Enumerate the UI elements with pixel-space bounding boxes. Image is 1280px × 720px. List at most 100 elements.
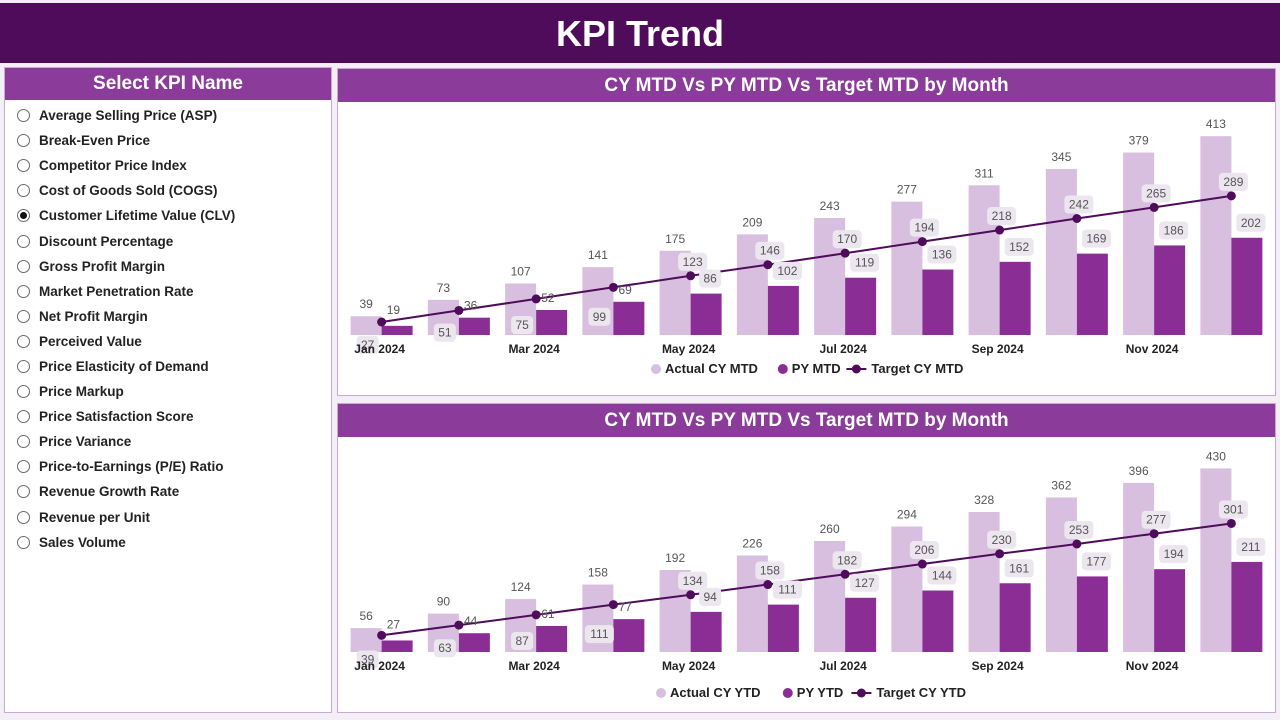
target-data-label: 206: [914, 543, 934, 557]
kpi-option[interactable]: Cost of Goods Sold (COGS): [17, 178, 331, 203]
target-data-label-bg: [1064, 520, 1094, 539]
target-point: [995, 225, 1005, 235]
radio-button[interactable]: [17, 510, 30, 524]
radio-button[interactable]: [17, 535, 30, 549]
radio-button[interactable]: [17, 284, 30, 298]
target-data-label-bg: [755, 241, 785, 260]
target-point: [763, 580, 773, 590]
py-data-label-bg: [699, 269, 722, 288]
radio-button[interactable]: [17, 259, 30, 273]
kpi-option[interactable]: Competitor Price Index: [17, 153, 331, 178]
target-point: [840, 248, 850, 258]
py-data-label: 27: [387, 617, 401, 631]
kpi-option-label: Sales Volume: [39, 534, 126, 550]
bar-py: [845, 597, 877, 652]
py-data-label: 69: [618, 283, 632, 297]
radio-button[interactable]: [17, 359, 30, 373]
radio-button[interactable]: [17, 410, 30, 424]
kpi-option-label: Price-to-Earnings (P/E) Ratio: [39, 459, 224, 475]
radio-button[interactable]: [17, 134, 30, 148]
kpi-option[interactable]: Net Profit Margin: [17, 304, 331, 329]
radio-button[interactable]: [17, 159, 30, 173]
kpi-option-label: Gross Profit Margin: [39, 258, 166, 274]
target-data-label: 253: [1069, 523, 1089, 537]
kpi-option[interactable]: Sales Volume: [17, 530, 331, 555]
radio-button[interactable]: [17, 435, 30, 449]
target-point: [454, 305, 464, 315]
kpi-option[interactable]: Revenue per Unit: [17, 505, 331, 530]
bar-py: [767, 604, 799, 652]
kpi-option[interactable]: Price Variance: [17, 429, 331, 454]
bar-actual: [1123, 152, 1155, 335]
radio-button[interactable]: [17, 334, 30, 348]
py-data-label: 202: [1241, 216, 1261, 230]
kpi-option-label: Customer Lifetime Value (CLV): [39, 208, 236, 224]
mtd-chart-panel: CY MTD Vs PY MTD Vs Target MTD by Month …: [337, 68, 1276, 396]
ytd-chart-title: CY MTD Vs PY MTD Vs Target MTD by Month: [338, 404, 1275, 437]
bar-py: [1154, 569, 1186, 652]
kpi-option[interactable]: Price Satisfaction Score: [17, 404, 331, 429]
kpi-option[interactable]: Customer Lifetime Value (CLV): [17, 203, 331, 228]
kpi-option[interactable]: Price-to-Earnings (P/E) Ratio: [17, 454, 331, 479]
radio-button[interactable]: [17, 184, 30, 198]
bar-py: [1076, 576, 1108, 652]
kpi-option[interactable]: Gross Profit Margin: [17, 254, 331, 279]
target-data-label: 63: [438, 641, 452, 655]
bar-actual: [350, 316, 382, 335]
kpi-option[interactable]: Price Elasticity of Demand: [17, 354, 331, 379]
actual-data-label: 226: [742, 537, 762, 551]
kpi-option-label: Market Penetration Rate: [39, 283, 194, 299]
target-point: [608, 600, 618, 610]
target-data-label: 111: [590, 627, 609, 641]
target-data-label-bg: [433, 639, 456, 658]
radio-button[interactable]: [17, 460, 30, 474]
legend-line-marker: [851, 364, 861, 374]
target-point: [377, 630, 387, 640]
kpi-option[interactable]: Discount Percentage: [17, 228, 331, 253]
target-data-label: 265: [1146, 186, 1166, 200]
radio-button[interactable]: [17, 309, 30, 323]
target-point: [608, 282, 618, 292]
mtd-chart-title: CY MTD Vs PY MTD Vs Target MTD by Month: [338, 69, 1275, 102]
kpi-option[interactable]: Market Penetration Rate: [17, 279, 331, 304]
target-data-label-bg: [678, 252, 708, 271]
target-data-label: 75: [515, 318, 529, 332]
kpi-option[interactable]: Perceived Value: [17, 329, 331, 354]
kpi-option-label: Revenue Growth Rate: [39, 484, 180, 500]
py-data-label: 44: [464, 614, 478, 628]
actual-data-label: 56: [359, 609, 373, 623]
target-data-label-bg: [987, 530, 1017, 549]
py-data-label: 77: [618, 600, 632, 614]
radio-button[interactable]: [17, 485, 30, 499]
radio-button[interactable]: [17, 385, 30, 399]
target-data-label-bg: [588, 307, 611, 326]
kpi-option[interactable]: Average Selling Price (ASP): [17, 103, 331, 128]
py-data-label-bg: [1159, 221, 1189, 240]
actual-data-label: 124: [511, 580, 531, 594]
target-line: [381, 522, 1232, 637]
py-data-label: 102: [777, 264, 797, 278]
target-point: [686, 590, 696, 600]
kpi-list: Average Selling Price (ASP) Break-Even Pr…: [5, 100, 331, 555]
target-data-label: 99: [593, 310, 607, 324]
actual-data-label: 328: [974, 493, 994, 507]
radio-button[interactable]: [17, 234, 30, 248]
bar-py: [381, 325, 413, 335]
actual-data-label: 90: [437, 595, 451, 609]
target-data-label-bg: [511, 315, 534, 334]
actual-data-label: 209: [742, 215, 762, 229]
radio-button[interactable]: [17, 109, 30, 123]
legend-label: Actual CY MTD: [665, 361, 758, 376]
kpi-option[interactable]: Revenue Growth Rate: [17, 479, 331, 504]
kpi-option[interactable]: Price Markup: [17, 379, 331, 404]
kpi-option[interactable]: Break-Even Price: [17, 128, 331, 153]
target-data-label-bg: [832, 230, 862, 249]
target-point: [686, 271, 696, 281]
py-data-label: 211: [1241, 540, 1260, 554]
radio-button[interactable]: [17, 209, 30, 223]
target-data-label: 27: [361, 338, 375, 352]
bar-py: [922, 269, 954, 335]
bar-actual: [1200, 468, 1232, 652]
